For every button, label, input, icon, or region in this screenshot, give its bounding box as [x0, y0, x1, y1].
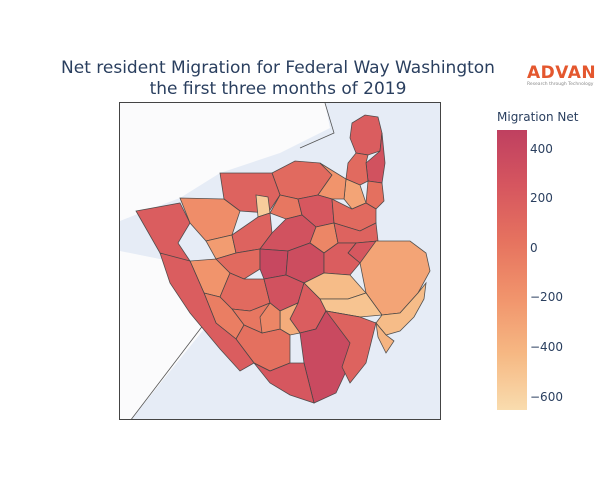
region-r04[interactable]: [365, 180, 385, 210]
region-r41[interactable]: [259, 302, 281, 334]
colorbar-tick-label: −400: [530, 340, 563, 355]
county-boundary: [299, 103, 335, 149]
colorbar-tick-label: 200: [530, 191, 553, 206]
colorbar-tick-label: 0: [530, 240, 538, 255]
choropleth-map[interactable]: [119, 102, 441, 420]
map-canvas[interactable]: [120, 103, 441, 420]
map-regions: [135, 114, 431, 404]
colorbar: [497, 130, 527, 410]
map-title-line-2: the first three months of 2019: [149, 79, 407, 99]
map-title-line-1: Net resident Migration for Federal Way W…: [61, 58, 495, 78]
region-r40[interactable]: [325, 310, 377, 384]
logo-wordmark: ADVAN: [527, 63, 597, 83]
region-r03[interactable]: [345, 152, 369, 186]
region-r39[interactable]: [253, 362, 315, 404]
region-r42[interactable]: [159, 252, 255, 372]
region-r38[interactable]: [375, 321, 395, 354]
advan-logo: ADVAN Research through Technology: [527, 64, 597, 88]
region-r01[interactable]: [349, 114, 383, 156]
colorbar-tick-label: −200: [530, 290, 563, 305]
logo-tagline: Research through Technology: [527, 82, 594, 87]
map-title: Net resident Migration for Federal Way W…: [0, 58, 556, 100]
colorbar-title: Migration Net: [497, 110, 579, 124]
region-r24[interactable]: [259, 248, 289, 280]
land-area: [120, 103, 330, 221]
colorbar-tick-label: 400: [530, 141, 553, 156]
colorbar-tick-label: −600: [530, 389, 563, 404]
